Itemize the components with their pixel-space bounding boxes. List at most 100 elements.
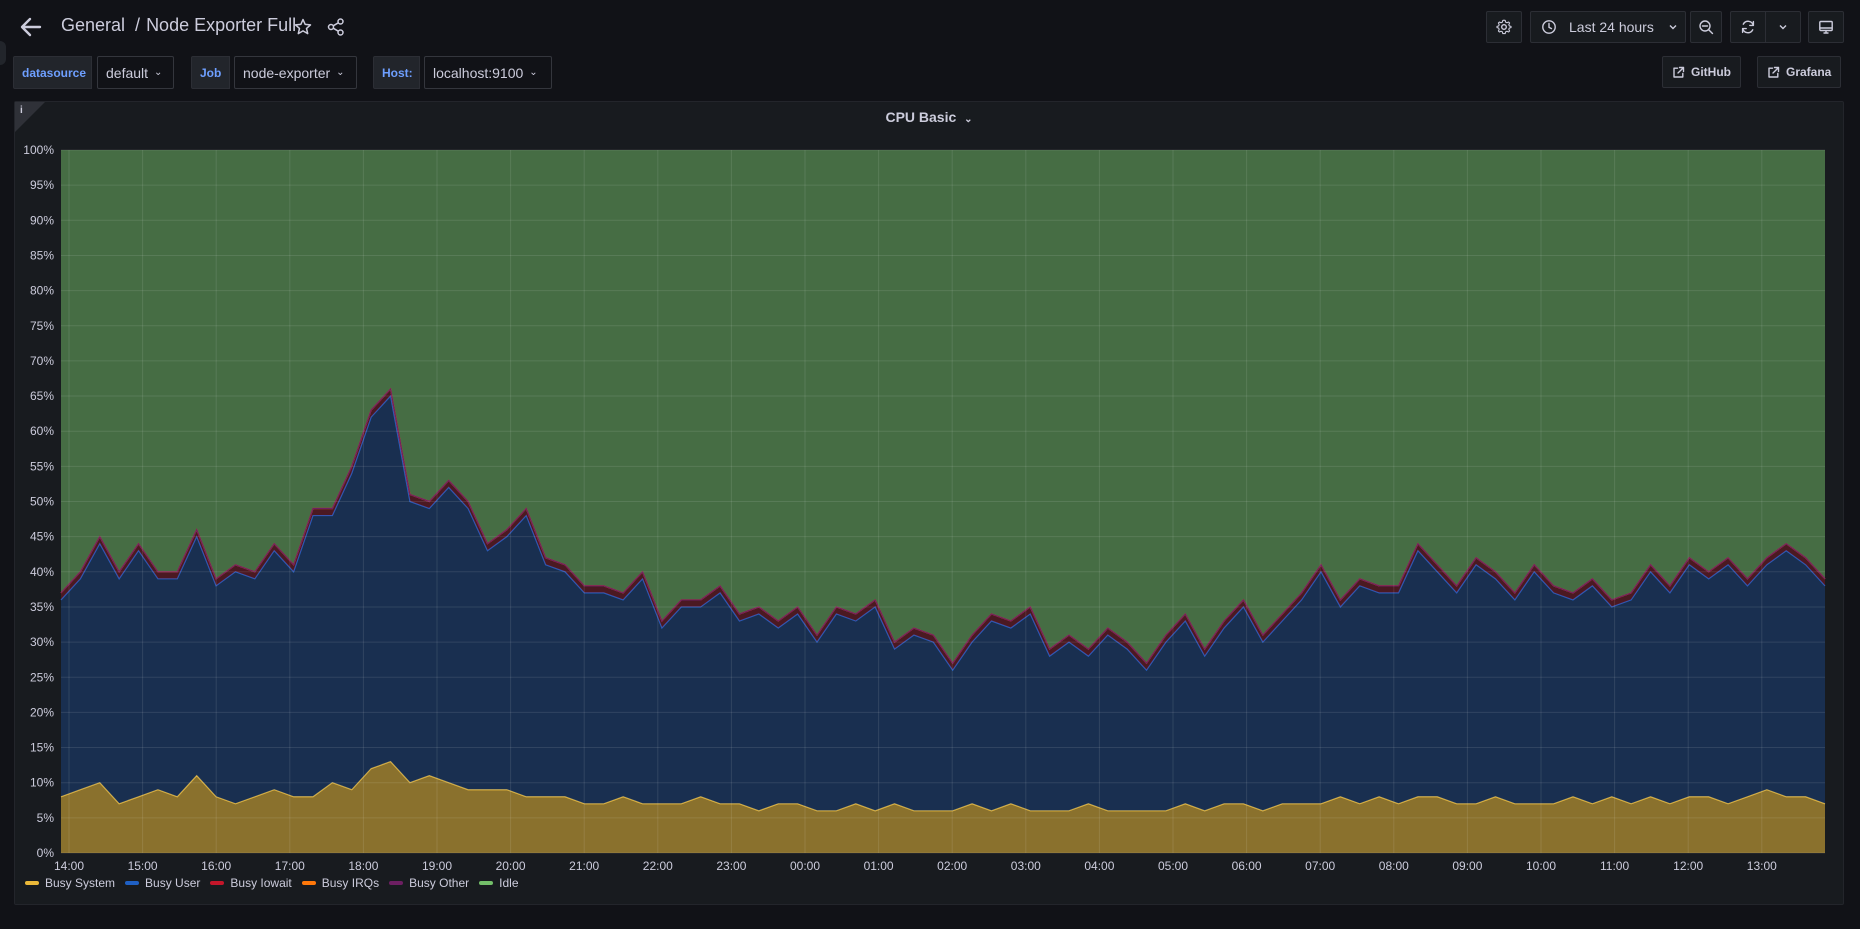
series-line-busy-system — [60, 760, 1826, 812]
panel-title: CPU Basic ⌄ — [15, 109, 1843, 125]
y-tick-label: 70% — [30, 354, 54, 368]
legend-swatch — [210, 881, 225, 885]
x-tick-label: 21:00 — [569, 859, 599, 872]
x-tick-label: 10:00 — [1526, 859, 1556, 872]
y-tick-label: 85% — [30, 248, 54, 262]
monitor-icon — [1819, 20, 1833, 34]
back-arrow-icon[interactable] — [18, 14, 44, 40]
chevron-down-icon[interactable]: ⌄ — [964, 114, 973, 125]
template-variables-bar: datasource default ⌄ Job node-exporter ⌄ H… — [0, 56, 1860, 90]
breadcrumb-folder[interactable]: General — [61, 15, 126, 35]
legend-label: Busy System — [45, 876, 116, 890]
share-icon[interactable] — [326, 17, 346, 37]
legend-swatch — [479, 881, 494, 885]
info-icon[interactable]: i — [20, 105, 23, 116]
view-mode-button[interactable] — [1808, 11, 1844, 43]
x-tick-label: 05:00 — [1158, 859, 1188, 872]
y-tick-label: 50% — [30, 495, 54, 509]
x-tick-label: 18:00 — [348, 859, 378, 872]
y-tick-label: 65% — [30, 389, 54, 403]
x-tick-label: 00:00 — [790, 859, 820, 872]
breadcrumb-separator: / — [135, 15, 141, 35]
legend-item[interactable]: Busy User — [125, 876, 200, 890]
y-tick-label: 0% — [37, 846, 55, 860]
variable-select-host[interactable]: localhost:9100 ⌄ — [424, 56, 552, 89]
dashboard-settings-button[interactable] — [1486, 11, 1522, 43]
legend-swatch — [301, 881, 316, 885]
y-tick-label: 15% — [30, 741, 54, 755]
x-tick-label: 02:00 — [937, 859, 967, 872]
legend-label: Busy User — [145, 876, 201, 890]
y-tick-label: 35% — [30, 600, 54, 614]
series-line-busy-other — [60, 387, 1826, 665]
x-tick-label: 11:00 — [1600, 859, 1629, 872]
x-tick-label: 23:00 — [716, 859, 746, 872]
y-tick-label: 20% — [30, 705, 54, 719]
variable-value-job: node-exporter — [243, 64, 331, 81]
chart-legend: Busy System Busy User Busy Iowait Busy IRQs… — [25, 876, 529, 890]
panel-info-corner — [15, 102, 45, 132]
series-area-idle — [61, 150, 1825, 664]
x-tick-label: 22:00 — [643, 859, 673, 872]
y-tick-label: 90% — [30, 213, 54, 227]
chevron-down-icon: ⌄ — [529, 67, 538, 78]
series-area-busy-system — [61, 761, 1825, 853]
legend-swatch — [389, 881, 404, 885]
refresh-button[interactable] — [1730, 11, 1766, 43]
y-tick-label: 95% — [30, 178, 54, 192]
legend-item[interactable]: Idle — [479, 876, 519, 890]
x-tick-label: 16:00 — [201, 859, 231, 872]
panel-title-label[interactable]: CPU Basic — [885, 109, 957, 125]
external-link-icon — [1673, 66, 1685, 78]
legend-label: Idle — [499, 876, 519, 890]
legend-label: Busy Iowait — [230, 876, 292, 890]
x-tick-label: 20:00 — [496, 859, 526, 872]
y-tick-label: 55% — [30, 459, 54, 473]
time-range-picker[interactable]: Last 24 hours — [1530, 11, 1686, 43]
chevron-down-icon — [1779, 25, 1787, 30]
x-tick-label: 17:00 — [275, 859, 305, 872]
y-tick-label: 10% — [30, 776, 54, 790]
x-tick-label: 09:00 — [1452, 859, 1482, 872]
dashboard-navbar: General / Node Exporter Full Last 24 hours — [0, 0, 1860, 65]
x-tick-label: 04:00 — [1084, 859, 1114, 872]
clock-icon — [1542, 20, 1556, 34]
github-link[interactable]: GitHub — [1662, 56, 1741, 88]
variable-select-datasource[interactable]: default ⌄ — [97, 56, 174, 89]
chevron-down-icon: ⌄ — [154, 67, 163, 78]
grafana-link-label: Grafana — [1786, 65, 1832, 79]
refresh-icon — [1741, 20, 1755, 34]
legend-item[interactable]: Busy IRQs — [301, 876, 379, 890]
sidebar-toggle-handle[interactable] — [0, 41, 6, 65]
x-tick-label: 01:00 — [864, 859, 894, 872]
legend-swatch — [25, 881, 39, 885]
y-tick-label: 75% — [30, 319, 54, 333]
x-tick-label: 14:00 — [54, 859, 84, 872]
github-link-label: GitHub — [1691, 65, 1731, 79]
dashboard-title[interactable]: Node Exporter Full — [146, 15, 297, 35]
legend-item[interactable]: Busy System — [25, 876, 115, 890]
y-tick-label: 100% — [23, 143, 54, 157]
y-tick-label: 25% — [30, 670, 54, 684]
cpu-basic-chart[interactable]: 0% 5% 10% 15% 20% 25% 30% 35% 40% 45% 50% 55% 60% 65%… — [15, 102, 1843, 872]
y-tick-label: 80% — [30, 284, 54, 298]
variable-label-datasource: datasource — [13, 56, 92, 89]
series-line-busy-user — [60, 394, 1826, 672]
legend-item[interactable]: Busy Other — [389, 876, 469, 890]
cpu-basic-panel: i CPU Basic ⌄ 0% 5% 10% 15% 20% 25% 30% 35% 40% 4… — [14, 101, 1844, 905]
x-tick-label: 13:00 — [1747, 859, 1777, 872]
grafana-link[interactable]: Grafana — [1757, 56, 1842, 88]
chart-grid — [61, 149, 1825, 854]
x-tick-label: 15:00 — [128, 859, 158, 872]
legend-label: Busy Other — [409, 876, 470, 890]
variable-label-job: Job — [191, 56, 230, 89]
breadcrumb: General / Node Exporter Full — [61, 15, 296, 36]
series-area-busy-user — [61, 396, 1825, 811]
star-icon[interactable] — [293, 17, 313, 37]
zoom-out-button[interactable] — [1690, 11, 1722, 43]
y-tick-label: 60% — [30, 424, 54, 438]
legend-item[interactable]: Busy Iowait — [210, 876, 292, 890]
refresh-interval-dropdown[interactable] — [1765, 11, 1801, 43]
chevron-down-icon — [1669, 25, 1677, 30]
variable-select-job[interactable]: node-exporter ⌄ — [234, 56, 357, 89]
